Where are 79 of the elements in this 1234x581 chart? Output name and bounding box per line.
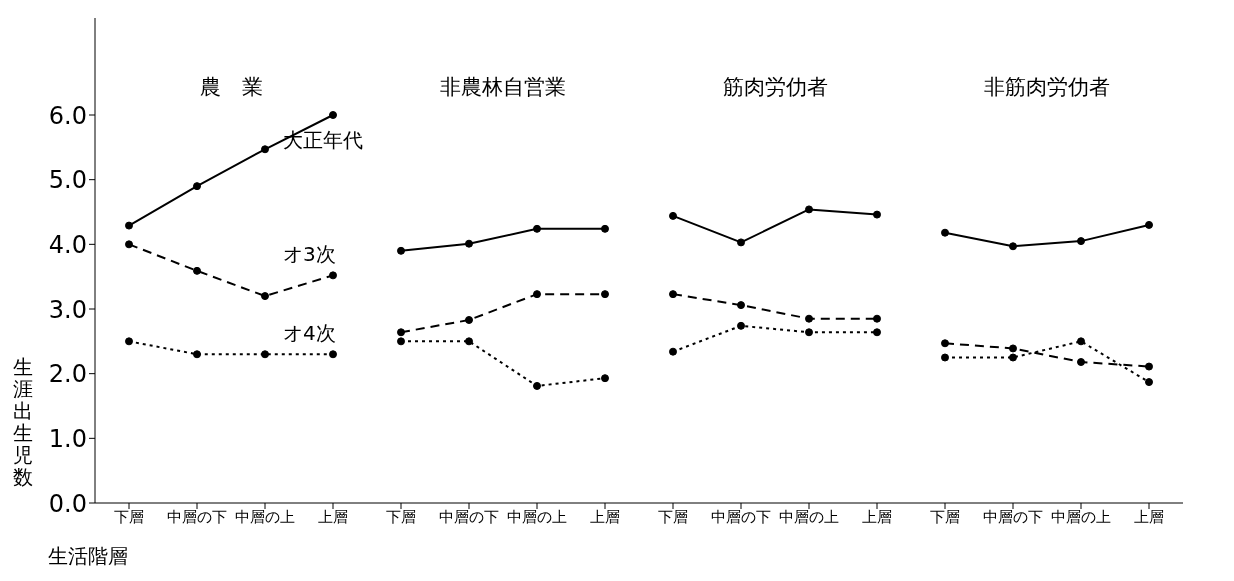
point bbox=[533, 381, 541, 390]
annotation: 非筋肉労仂者 bbox=[983, 74, 1111, 101]
point bbox=[1145, 220, 1153, 229]
x-tick-label: 中層の下 bbox=[983, 507, 1043, 526]
point bbox=[669, 290, 677, 299]
point bbox=[1077, 358, 1085, 367]
x-tick-label: 中層の上 bbox=[235, 507, 295, 526]
point bbox=[1077, 237, 1085, 246]
x-tick-label: 下層 bbox=[386, 507, 416, 526]
point bbox=[669, 347, 677, 356]
annotation: 非農林自営業 bbox=[439, 74, 567, 101]
x-tick-label: 中層の下 bbox=[711, 507, 771, 526]
point bbox=[397, 246, 405, 255]
point bbox=[261, 292, 269, 301]
x-tick-label: 中層の上 bbox=[779, 507, 839, 526]
x-tick-label: 下層 bbox=[930, 507, 960, 526]
x-tick-label: 中層の上 bbox=[507, 507, 567, 526]
point bbox=[1009, 344, 1017, 353]
point bbox=[737, 238, 745, 247]
x-tick-label: 上層 bbox=[1134, 507, 1164, 526]
series-label: オ3次 bbox=[283, 242, 336, 267]
y-tick-label: 5.0 bbox=[48, 166, 87, 195]
point bbox=[1145, 362, 1153, 371]
annotation: 農 業 bbox=[198, 74, 264, 101]
point bbox=[329, 350, 337, 359]
annotation: 筋肉労仂者 bbox=[721, 74, 829, 101]
point bbox=[397, 337, 405, 346]
point bbox=[1077, 337, 1085, 346]
point bbox=[601, 290, 609, 299]
x-tick-label: 中層の下 bbox=[439, 507, 499, 526]
point bbox=[601, 224, 609, 233]
point bbox=[329, 271, 337, 280]
point bbox=[465, 239, 473, 248]
point bbox=[465, 337, 473, 346]
y-tick-label: 4.0 bbox=[48, 230, 87, 259]
point bbox=[125, 221, 133, 230]
point bbox=[1145, 378, 1153, 387]
y-tick-label: 1.0 bbox=[48, 424, 87, 453]
y-axis-title: 生涯出生児数 bbox=[12, 355, 34, 489]
point bbox=[805, 205, 813, 214]
series-label: オ4次 bbox=[283, 321, 336, 346]
point bbox=[261, 350, 269, 359]
point bbox=[873, 314, 881, 323]
x-tick-label: 上層 bbox=[590, 507, 620, 526]
x-tick-label: 上層 bbox=[318, 507, 348, 526]
x-tick-label: 中層の上 bbox=[1051, 507, 1111, 526]
x-axis-title: 生活階層 bbox=[48, 543, 128, 570]
point bbox=[941, 339, 949, 348]
point bbox=[261, 145, 269, 154]
y-tick-label: 2.0 bbox=[48, 360, 87, 389]
x-tick-label: 中層の下 bbox=[167, 507, 227, 526]
point bbox=[805, 314, 813, 323]
point bbox=[125, 337, 133, 346]
y-tick-label: 0.0 bbox=[48, 489, 87, 518]
point bbox=[941, 353, 949, 362]
point bbox=[601, 374, 609, 383]
y-tick-label: 3.0 bbox=[48, 295, 87, 324]
point bbox=[873, 328, 881, 337]
y-tick-label: 6.0 bbox=[48, 101, 87, 130]
point bbox=[193, 182, 201, 191]
point bbox=[533, 290, 541, 299]
x-tick-label: 下層 bbox=[114, 507, 144, 526]
point bbox=[1009, 242, 1017, 251]
point bbox=[1009, 353, 1017, 362]
point bbox=[193, 350, 201, 359]
point bbox=[465, 315, 473, 324]
point bbox=[941, 228, 949, 237]
point bbox=[737, 321, 745, 330]
point bbox=[125, 240, 133, 249]
point bbox=[873, 210, 881, 219]
x-tick-label: 上層 bbox=[862, 507, 892, 526]
x-tick-label: 下層 bbox=[658, 507, 688, 526]
point bbox=[669, 211, 677, 220]
point bbox=[737, 301, 745, 310]
point bbox=[329, 111, 337, 119]
point bbox=[805, 328, 813, 337]
point bbox=[533, 224, 541, 233]
point bbox=[193, 266, 201, 275]
point bbox=[397, 328, 405, 337]
